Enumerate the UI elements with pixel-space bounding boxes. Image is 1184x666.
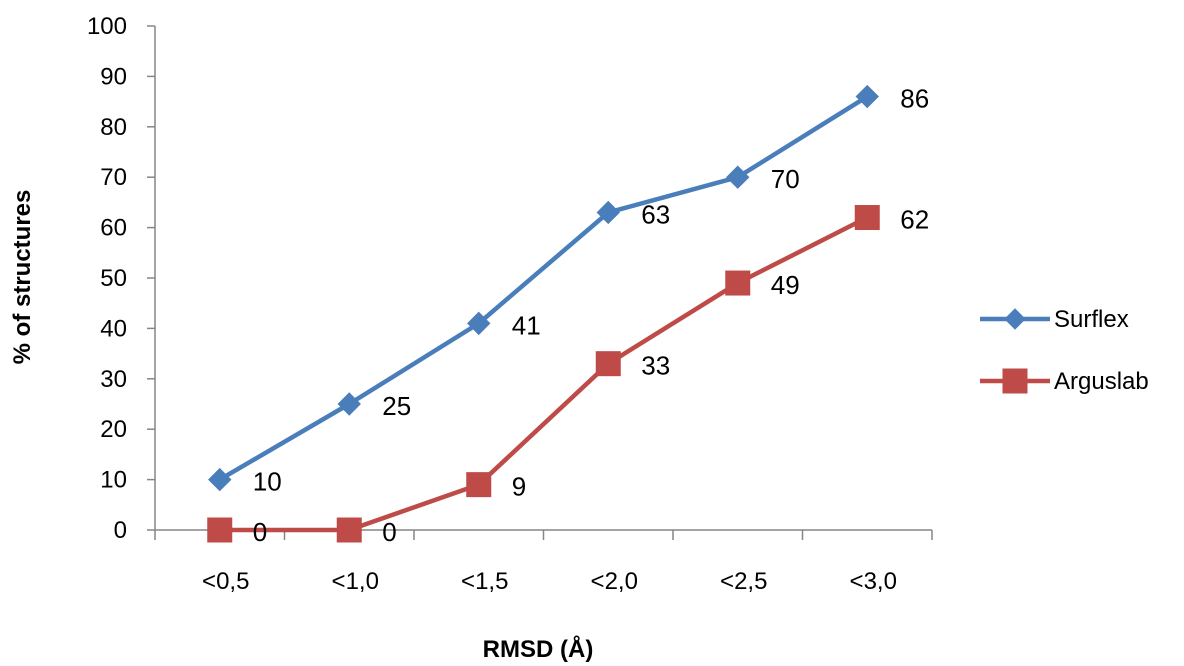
data-label: 86 xyxy=(900,84,929,114)
series-layer xyxy=(207,84,880,543)
data-label: 62 xyxy=(900,205,929,235)
legend-marker xyxy=(1002,368,1028,394)
diamond-marker xyxy=(855,84,879,109)
legend-label: Surflex xyxy=(1054,306,1129,333)
diamond-marker xyxy=(467,311,491,336)
y-axis-title: % of structures xyxy=(9,190,36,365)
y-tick-label: 30 xyxy=(100,366,127,393)
x-tick-label: <0,5 xyxy=(202,568,249,595)
y-tick-label: 100 xyxy=(87,13,127,40)
data-label: 25 xyxy=(382,391,411,421)
data-label: 63 xyxy=(641,199,670,229)
square-marker xyxy=(336,517,362,543)
y-tick-label: 20 xyxy=(100,416,127,443)
data-label: 70 xyxy=(771,164,800,194)
y-tick-label: 10 xyxy=(100,467,127,494)
series-line xyxy=(217,215,870,533)
square-marker xyxy=(854,205,880,231)
x-tick-label: <2,5 xyxy=(720,568,767,595)
diamond-marker xyxy=(337,392,361,416)
legend-item-arguslab: Arguslab xyxy=(980,368,1149,395)
square-marker xyxy=(725,270,751,296)
series-arguslab xyxy=(207,205,880,543)
x-tick-label: <1,5 xyxy=(461,568,508,595)
legend-label: Arguslab xyxy=(1054,368,1149,395)
x-tick-label: <3,0 xyxy=(850,568,897,595)
square-marker xyxy=(466,472,492,498)
y-tick-label: 0 xyxy=(114,517,127,544)
series-line xyxy=(217,94,870,482)
square-marker xyxy=(595,351,621,377)
legend-item-surflex: Surflex xyxy=(980,306,1129,333)
y-tick-label: 40 xyxy=(100,315,127,342)
series-surflex xyxy=(208,84,879,492)
data-labels: 10 25 41 63 70 86 0 0 9 33 49 62 xyxy=(253,84,929,547)
data-label: 41 xyxy=(512,310,541,340)
data-label: 0 xyxy=(253,517,267,547)
x-tick-label: <2,0 xyxy=(591,568,638,595)
y-tick-label: 60 xyxy=(100,215,127,242)
diamond-marker xyxy=(596,200,620,225)
data-label: 10 xyxy=(253,467,282,497)
legend-marker xyxy=(1004,308,1026,330)
data-label: 49 xyxy=(771,270,800,300)
y-tick-label: 50 xyxy=(100,265,127,292)
y-tick-label: 90 xyxy=(100,63,127,90)
diamond-marker xyxy=(726,165,750,189)
data-label: 0 xyxy=(382,517,396,547)
y-tick-label: 80 xyxy=(100,114,127,141)
y-tick-label: 70 xyxy=(100,164,127,191)
diamond-marker xyxy=(208,467,232,492)
square-marker xyxy=(207,517,233,543)
data-label: 9 xyxy=(512,472,526,502)
data-label: 33 xyxy=(641,351,670,381)
legend: Surflex Arguslab xyxy=(980,306,1149,395)
x-tick-label: <1,0 xyxy=(332,568,379,595)
x-axis-title: RMSD (Å) xyxy=(483,635,594,663)
